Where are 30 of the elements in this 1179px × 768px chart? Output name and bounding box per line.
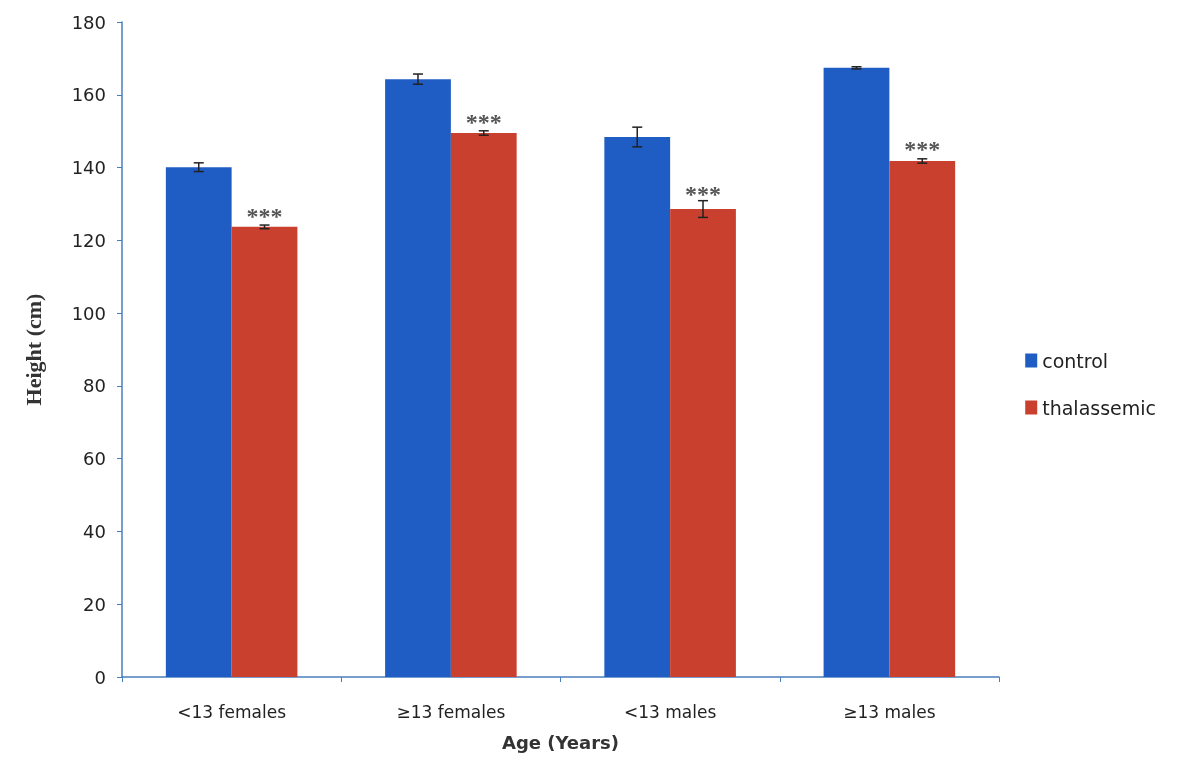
x-tick-label: ≥13 females xyxy=(396,701,506,722)
x-tick-label: <13 males xyxy=(623,701,717,722)
bar xyxy=(670,209,736,677)
annotation: *** xyxy=(685,181,722,208)
annotation: *** xyxy=(246,203,283,230)
legend-label: control xyxy=(1042,349,1109,372)
y-axis-title: Height (cm) xyxy=(20,293,46,406)
y-tick-label: 120 xyxy=(71,229,106,251)
x-tick-label: <13 females xyxy=(177,701,287,722)
bar xyxy=(385,79,451,677)
y-tick-label: 100 xyxy=(71,302,106,324)
legend-label: thalassemic xyxy=(1042,396,1156,419)
annotation: *** xyxy=(465,108,502,135)
y-tick-label: 140 xyxy=(71,157,106,179)
y-tick-label: 180 xyxy=(71,11,106,33)
y-tick-label: 80 xyxy=(83,375,106,397)
y-tick-label: 60 xyxy=(83,448,106,470)
x-tick-label: ≥13 males xyxy=(843,701,936,722)
bar xyxy=(604,136,671,677)
x-axis-title: Age (Years) xyxy=(501,731,620,753)
bar xyxy=(165,167,232,677)
y-tick-label: 0 xyxy=(94,666,106,688)
y-tick-label: 160 xyxy=(71,84,106,106)
annotation: *** xyxy=(904,135,941,162)
y-tick-label: 20 xyxy=(83,593,106,615)
bar xyxy=(823,67,890,677)
bar xyxy=(231,226,298,677)
y-tick-label: 40 xyxy=(83,520,106,542)
bar xyxy=(450,132,517,677)
bar xyxy=(889,161,956,677)
